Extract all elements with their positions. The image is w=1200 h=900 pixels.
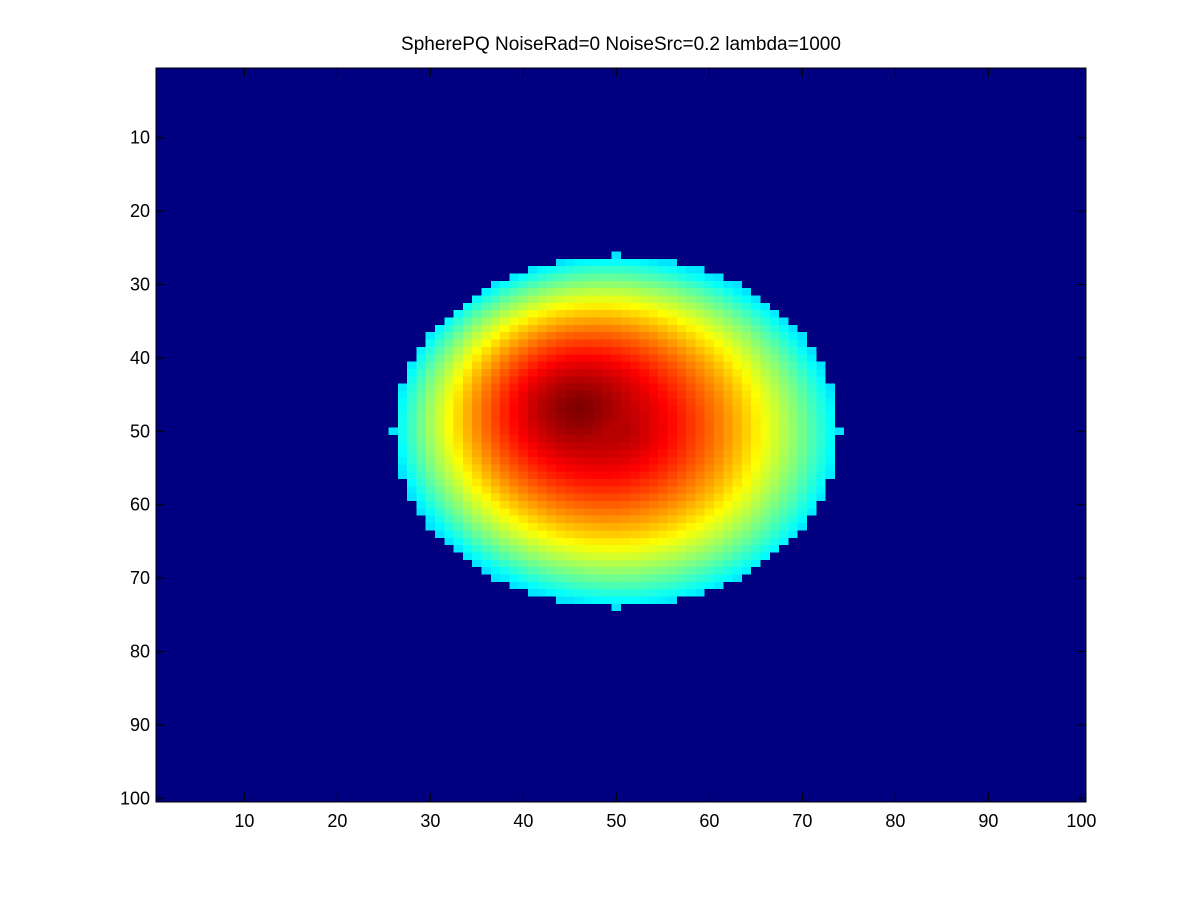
axes-frame (155, 67, 1087, 803)
x-tick-label: 50 (606, 811, 626, 831)
x-tick-label: 60 (699, 811, 719, 831)
y-tick-label: 100 (120, 788, 150, 808)
x-tick-label: 70 (792, 811, 812, 831)
x-tick-label: 40 (513, 811, 533, 831)
x-tick-label: 20 (327, 811, 347, 831)
x-tick-label: 10 (234, 811, 254, 831)
y-tick-label: 60 (130, 495, 150, 515)
x-tick-label: 30 (420, 811, 440, 831)
x-tick-label: 80 (885, 811, 905, 831)
y-tick-label: 40 (130, 348, 150, 368)
heatmap-image (156, 68, 1086, 802)
y-tick-label: 30 (130, 275, 150, 295)
y-tick-label: 10 (130, 128, 150, 148)
y-tick-label: 20 (130, 201, 150, 221)
axis-ticks: 10 20 30 40 50 60 70 80 90 100 10 20 30 40 50 60 70 80 90 1… (120, 68, 1096, 831)
chart-title: SpherePQ NoiseRad=0 NoiseSrc=0.2 lambda=… (401, 34, 841, 55)
y-tick-label: 80 (130, 642, 150, 662)
x-tick-label: 100 (1066, 811, 1096, 831)
y-tick-label: 70 (130, 568, 150, 588)
y-tick-label: 50 (130, 421, 150, 441)
x-tick-label: 90 (978, 811, 998, 831)
y-tick-label: 90 (130, 715, 150, 735)
